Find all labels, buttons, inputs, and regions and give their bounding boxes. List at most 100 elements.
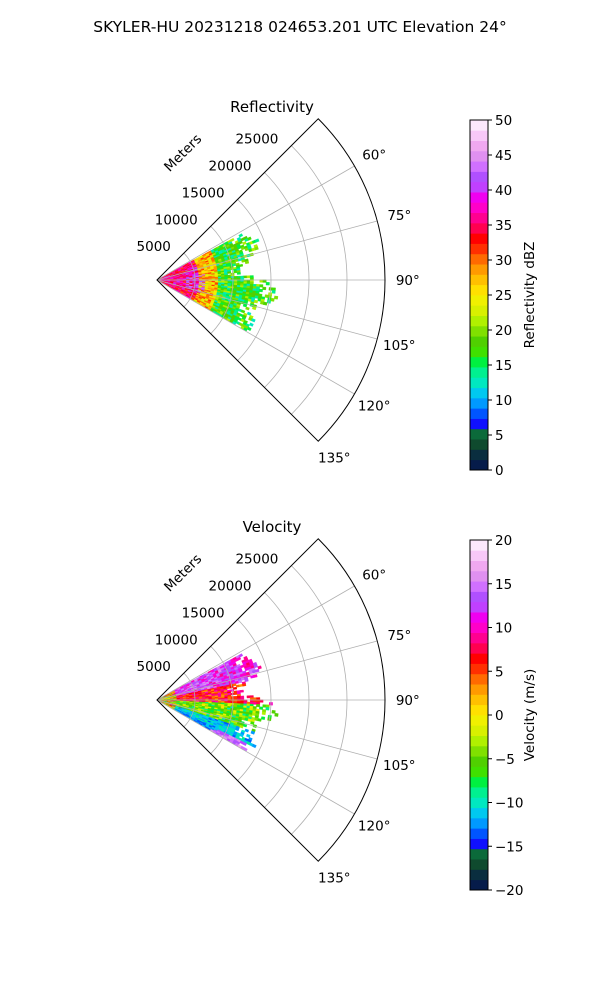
azimuth-tick-label: 120° <box>358 818 391 834</box>
data-cell <box>252 306 257 311</box>
data-cell <box>242 741 247 746</box>
data-cell <box>265 706 270 711</box>
data-cell <box>249 322 254 327</box>
azimuth-tick-label: 60° <box>362 568 386 584</box>
colorbar-segment <box>470 377 488 389</box>
colorbar-tick-label: 50 <box>495 113 512 129</box>
colorbar-tick-label: 35 <box>495 218 512 234</box>
colorbar-tick-label: 10 <box>495 621 512 637</box>
colorbar-segment <box>470 274 488 286</box>
colorbar-segment <box>470 459 488 471</box>
data-cell <box>262 704 267 708</box>
data-cell <box>242 241 247 246</box>
data-cell <box>227 271 232 274</box>
colorbar-segment <box>470 397 488 409</box>
colorbar-tick-label: 40 <box>495 183 512 199</box>
data-cell <box>236 656 242 661</box>
colorbar-tick-label: 0 <box>495 708 504 724</box>
colorbar-segment <box>470 192 488 203</box>
colorbar-segment <box>470 346 488 358</box>
data-cell <box>238 263 244 268</box>
colorbar-segment <box>470 807 488 819</box>
data-cell <box>262 286 267 291</box>
data-cell <box>233 270 238 274</box>
angular-gridline <box>156 699 378 760</box>
radial-tick-label: 10000 <box>155 632 198 648</box>
data-cell <box>236 272 241 275</box>
colorbar-label: Velocity (m/s) <box>522 669 538 762</box>
figure-title: SKYLER-HU 20231218 024653.201 UTC Elevat… <box>93 18 507 36</box>
colorbar-segment <box>470 797 488 809</box>
azimuth-tick-label: 75° <box>387 628 411 644</box>
radial-tick-label: 20000 <box>209 579 252 595</box>
angular-gridline <box>156 165 355 281</box>
colorbar-tick-label: 15 <box>495 577 512 593</box>
data-cell <box>244 260 250 265</box>
data-cell <box>254 246 259 251</box>
colorbar-segment <box>470 264 488 275</box>
colorbar-segment <box>470 540 488 551</box>
colorbar-segment <box>470 735 488 747</box>
colorbar-tick-label: 15 <box>495 358 512 374</box>
sector-frame <box>156 538 386 862</box>
angular-gridline <box>156 640 378 701</box>
colorbar-segment <box>470 704 488 716</box>
colorbar-segment <box>470 725 488 736</box>
colorbar-segment <box>470 601 488 613</box>
data-cell <box>239 689 244 693</box>
radial-tick-label: 20000 <box>209 159 252 175</box>
colorbar-segment <box>470 715 488 726</box>
azimuth-tick-label: 135° <box>318 870 351 886</box>
colorbar-segment <box>470 632 488 644</box>
colorbar-segment <box>470 367 488 378</box>
radial-tick-label: 5000 <box>137 239 171 255</box>
colorbar-segment <box>470 570 488 582</box>
colorbar-tick-label: −5 <box>495 752 515 768</box>
data-cell <box>251 743 257 749</box>
colorbar-segment <box>470 449 488 461</box>
reflectivity-panel: Reflectivity 5000 10000 15000 20000 25000 Met… <box>137 98 420 466</box>
azimuth-tick-label: 90° <box>396 693 420 709</box>
data-cell <box>253 674 258 678</box>
colorbar-tick-label: 5 <box>495 428 504 444</box>
colorbar-segment <box>470 336 488 347</box>
colorbar-segment <box>470 284 488 296</box>
colorbar-segment <box>470 694 488 706</box>
colorbar-segment <box>470 766 488 778</box>
angular-gridline <box>156 699 355 815</box>
colorbar-segment <box>470 745 488 757</box>
data-cell <box>246 311 252 316</box>
colorbar-segment <box>470 130 488 141</box>
colorbar-segment <box>470 859 488 870</box>
colorbar-segment <box>470 428 488 440</box>
colorbar-segment <box>470 202 488 214</box>
data-cell <box>259 706 264 710</box>
angular-gridline <box>156 220 378 281</box>
colorbar-segment <box>470 233 488 244</box>
data-cell <box>245 306 250 311</box>
colorbar-segment <box>470 581 488 592</box>
azimuth-tick-label: 60° <box>362 148 386 164</box>
colorbar-segment <box>470 817 488 829</box>
colorbar-segment <box>470 673 488 685</box>
colorbar-label: Reflectivity dBZ <box>522 242 538 349</box>
colorbar-segment <box>470 684 488 695</box>
radial-tick-label: 15000 <box>182 185 225 201</box>
data-cell <box>258 288 263 293</box>
colorbar-segment <box>470 653 488 664</box>
radial-tick-label: 15000 <box>182 605 225 621</box>
colorbar-segment <box>470 869 488 881</box>
azimuth-tick-label: 75° <box>387 208 411 224</box>
colorbar-segment <box>470 828 488 839</box>
radar-data-field <box>157 233 279 332</box>
colorbar-segment <box>470 560 488 572</box>
radial-tick-label: 25000 <box>235 132 278 148</box>
data-cell <box>254 238 260 243</box>
data-cell <box>239 724 244 729</box>
colorbar-segment <box>470 120 488 131</box>
data-cell <box>240 309 246 314</box>
colorbar-segment <box>470 181 488 193</box>
colorbar-segment <box>470 879 488 891</box>
colorbar-segment <box>470 663 488 675</box>
